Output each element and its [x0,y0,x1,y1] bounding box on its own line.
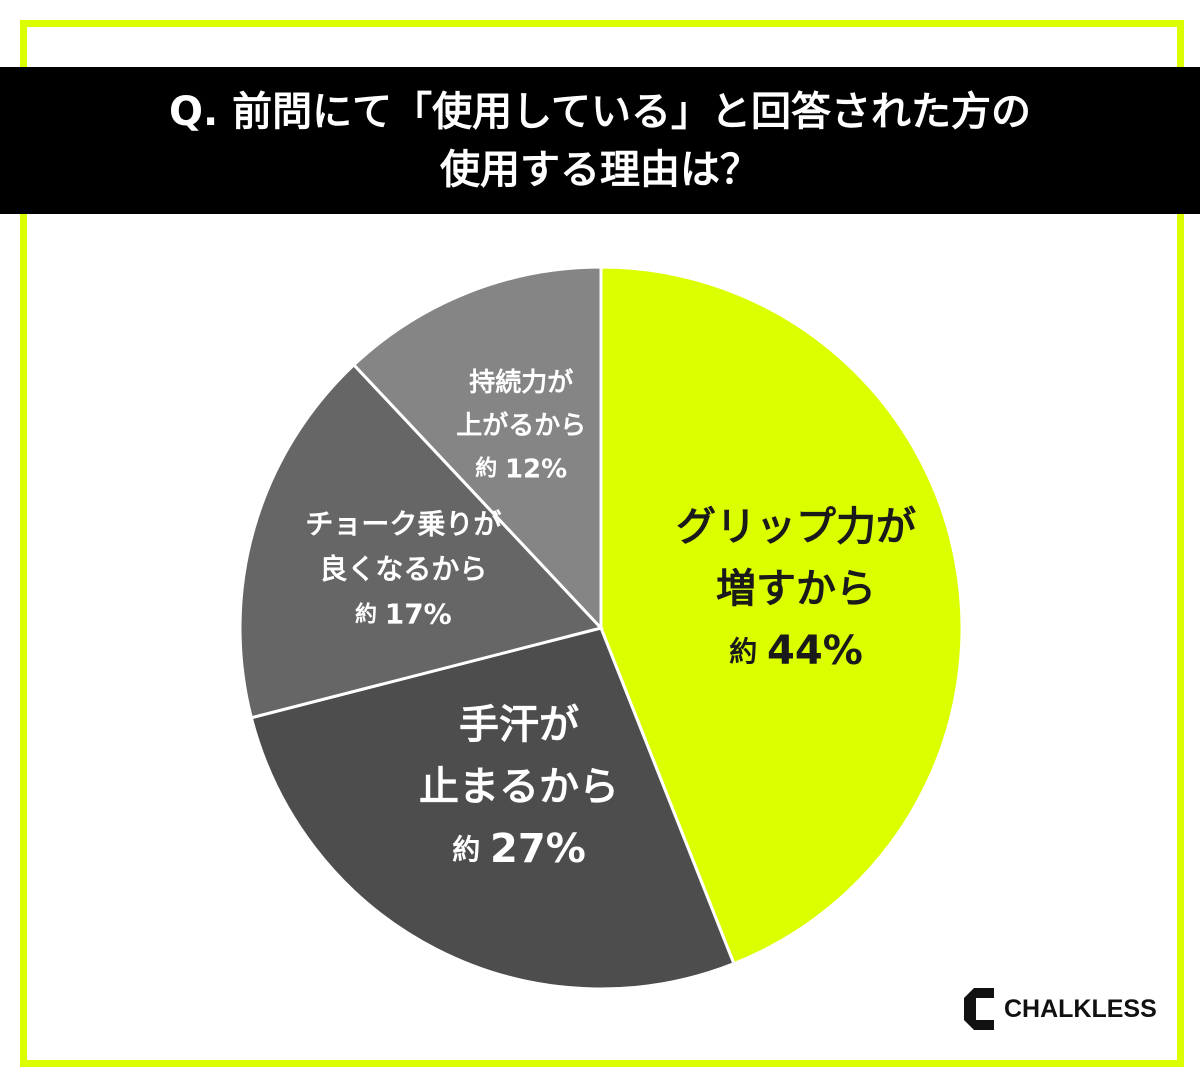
slice-percent-label: 約 44% [729,628,863,674]
slice-percent-label: 約 17% [355,598,452,631]
pie-slice-4 [351,265,603,632]
slice-label-line: 上がるから [456,410,586,441]
slice-label-line: 手汗が [459,702,579,748]
pie-slice-1 [599,265,964,966]
slice-percent-label: 約 27% [452,826,586,872]
slice-label-line: 持続力が [469,367,573,398]
slice-percent-label: 約 12% [475,454,567,484]
slice-label-line: 増すから [716,566,876,612]
chalkless-logo-icon [964,988,994,1030]
brand-name: CHALKLESS [1004,994,1157,1023]
pie-slice-3 [238,362,604,720]
slice-label-line: 止まるから [419,764,619,810]
title-line-2: 使用する理由は？ [440,146,760,193]
accent-frame [20,20,1184,1067]
slice-label-line: 良くなるから [319,553,487,586]
pie-slice-2 [249,626,736,991]
title-line-1: Q. 前問にて「使用している」と回答された方の [169,88,1031,135]
slice-label-line: チョーク乗りが [305,508,501,541]
title-bar: Q. 前問にて「使用している」と回答された方の 使用する理由は？ [0,67,1200,214]
brand-logo: CHALKLESS [960,986,1157,1032]
slice-label-line: グリップ力が [676,504,916,550]
